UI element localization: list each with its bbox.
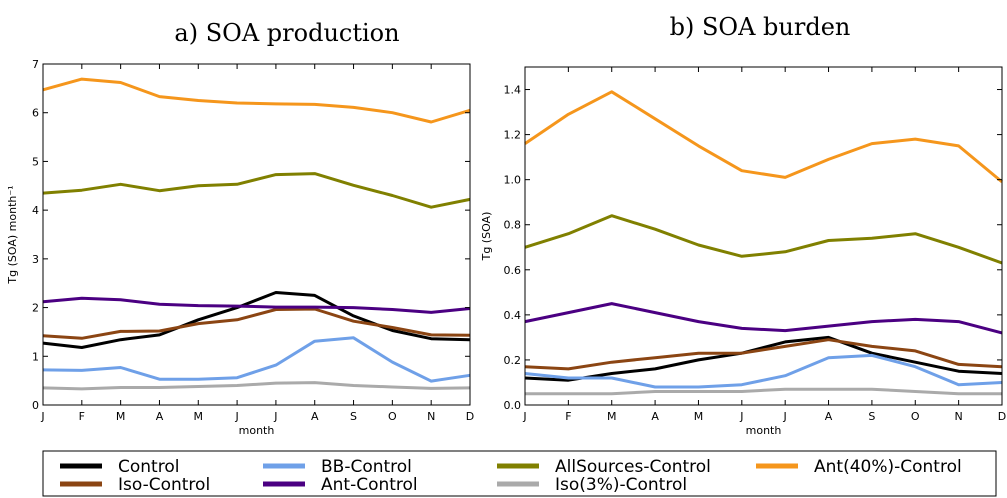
y-tick-label: 0.6 [504,264,522,277]
plot-frame [524,66,1003,406]
x-tick-label: O [911,410,920,423]
chart-title: a) SOA production [174,19,399,47]
series-line [525,387,1002,396]
x-tick-label: D [466,410,474,423]
x-tick-label: J [783,410,787,423]
series-line [42,172,471,209]
y-tick-label: 2 [32,302,39,315]
y-tick-label: 5 [32,155,39,168]
y-tick-label: 7 [32,58,39,71]
series-line [42,336,471,383]
x-tick-label: M [694,410,704,423]
y-tick-label: 0 [32,399,39,412]
series-line [524,353,1003,389]
x-tick-label: M [194,410,204,423]
y-tick-label: 6 [32,107,39,120]
x-tick-label: F [565,410,571,423]
series-line [524,335,1003,382]
legend-frame [42,450,997,497]
x-tick-label: O [388,410,397,423]
y-tick-label: 3 [32,253,39,266]
x-tick-label: N [427,410,435,423]
x-axis-label: month [746,424,782,437]
y-tick-label: 1 [32,350,39,363]
y-tick-label: 4 [32,204,39,217]
x-tick-label: J [522,410,526,423]
series-line [42,307,471,340]
legend-label: Ant(40%)-Control [814,457,962,477]
x-tick-label: A [825,410,833,423]
x-tick-label: M [116,410,126,423]
series-line [42,381,471,391]
series-line [42,77,471,124]
legend-label: AllSources-Control [555,457,711,477]
y-tick-label: 0.2 [504,354,522,367]
x-tick-label: N [955,410,963,423]
y-axis-label: Tg (SOA) month⁻¹ [6,185,19,284]
y-tick-label: 0.4 [504,309,522,322]
x-tick-label: M [607,410,617,423]
x-tick-label: A [311,410,319,423]
series-line [42,291,471,349]
x-tick-label: A [651,410,659,423]
series-line [524,90,1003,184]
y-tick-label: 0.8 [504,219,522,232]
legend-label: Iso(3%)-Control [555,475,687,495]
x-tick-label: A [156,410,164,423]
y-tick-label: 0.0 [504,399,522,412]
y-tick-label: 1.2 [504,129,522,142]
y-axis-label: Tg (SOA) [480,212,493,262]
legend: Control BB-Control AllSources-Control Ant(4… [42,450,997,497]
panel-soa-production: a) SOA production 0 1 2 3 4 5 6 7 J F M A M J J A S O N Dmo… [6,19,474,437]
legend-label: BB-Control [321,457,412,477]
chart-title: b) SOA burden [670,13,851,41]
legend-label: Control [118,457,179,477]
x-tick-label: J [273,410,277,423]
x-tick-label: J [234,410,238,423]
legend-label: Ant-Control [321,475,418,495]
plot-frame [42,63,471,406]
panel-soa-burden: b) SOA burden 0.0 0.2 0.4 0.6 0.8 1.0 1.2 1.4 J F… [480,13,1006,437]
x-tick-label: J [40,410,44,423]
y-tick-label: 1.0 [504,174,522,187]
x-tick-label: D [998,410,1006,423]
x-axis-label: month [239,424,275,437]
x-tick-label: J [739,410,743,423]
y-tick-label: 1.4 [504,84,522,97]
series-line [524,302,1003,335]
x-tick-label: F [79,410,85,423]
series-line [524,338,1003,371]
series-line [524,214,1003,265]
legend-label: Iso-Control [118,475,210,495]
x-tick-label: S [868,410,875,423]
x-tick-label: S [350,410,357,423]
series-line [42,296,471,314]
